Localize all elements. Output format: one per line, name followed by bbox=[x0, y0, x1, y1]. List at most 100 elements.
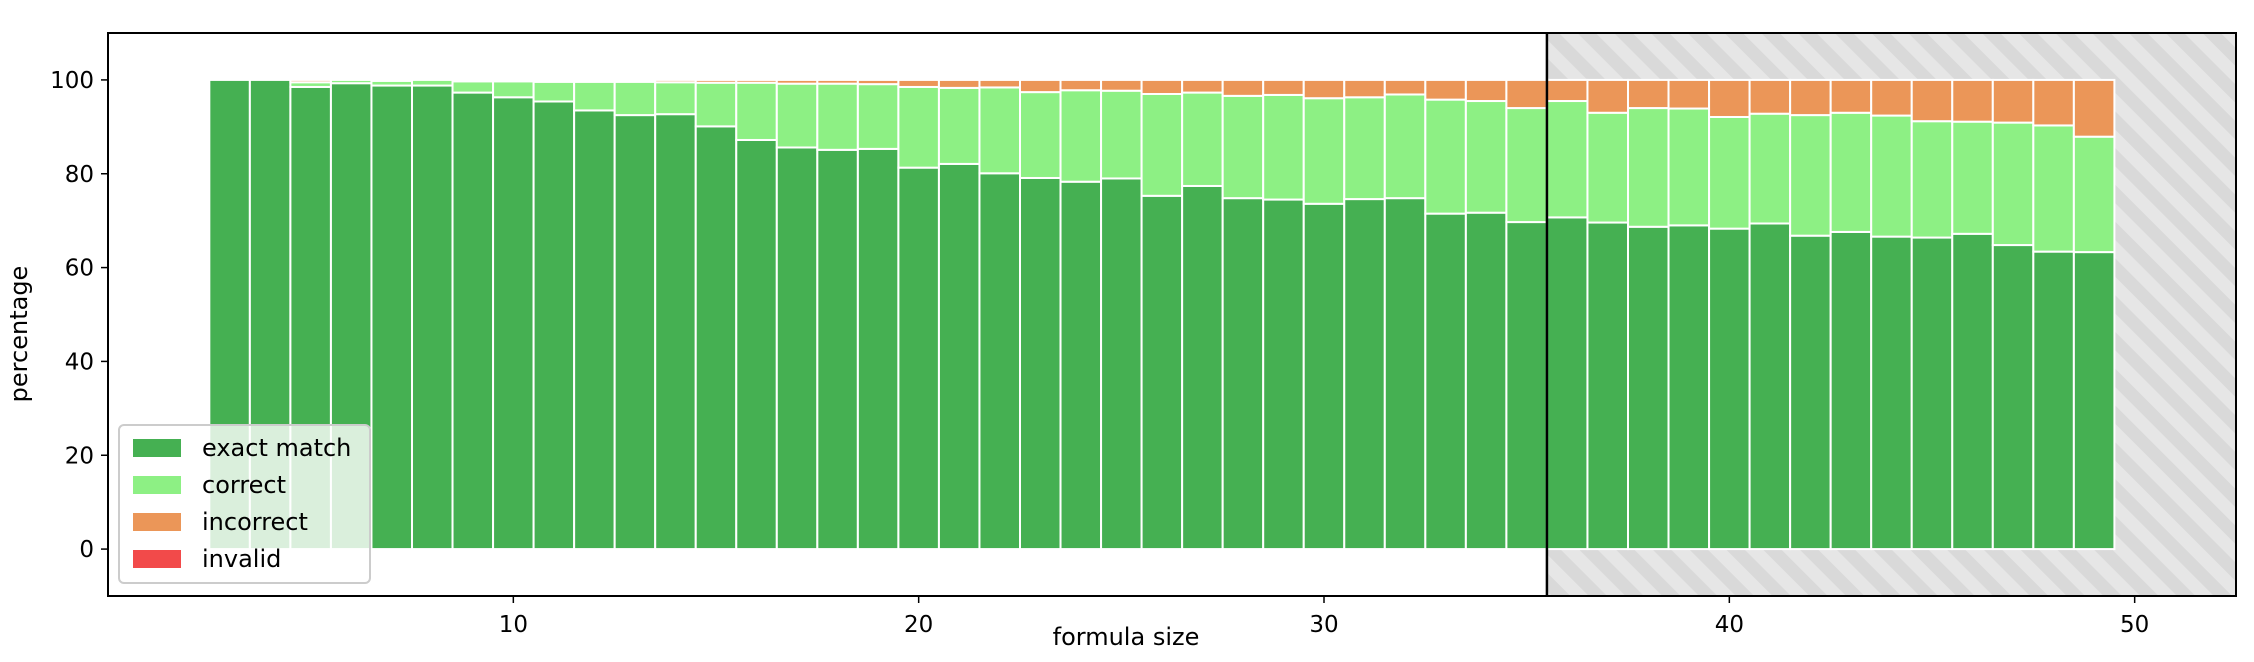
x-tick-label: 50 bbox=[2120, 612, 2149, 638]
bar-correct-40 bbox=[1708, 115, 1751, 230]
bar-incorrect-12 bbox=[573, 78, 616, 83]
bar-exact-match-42 bbox=[1789, 234, 1832, 551]
bar-incorrect-7 bbox=[370, 78, 414, 82]
bar-correct-27 bbox=[1181, 91, 1224, 187]
bar-correct-30 bbox=[1302, 97, 1346, 205]
y-tick-label: 80 bbox=[65, 162, 94, 188]
bar-correct-15 bbox=[694, 81, 738, 128]
legend-swatch-exact-match bbox=[133, 439, 181, 457]
bar-exact-match-22 bbox=[978, 172, 1022, 551]
bar-exact-match-15 bbox=[694, 125, 738, 551]
bar-incorrect-34 bbox=[1464, 78, 1508, 103]
bar-incorrect-43 bbox=[1829, 78, 1873, 114]
bar-incorrect-26 bbox=[1140, 78, 1184, 95]
bar-incorrect-39 bbox=[1667, 78, 1711, 110]
bar-correct-22 bbox=[978, 86, 1022, 175]
bar-exact-match-11 bbox=[532, 100, 576, 551]
bar-incorrect-23 bbox=[1019, 78, 1062, 94]
bar-incorrect-29 bbox=[1262, 78, 1305, 96]
bar-exact-match-10 bbox=[492, 96, 535, 551]
legend-swatch-incorrect bbox=[133, 513, 181, 531]
bar-correct-36 bbox=[1545, 100, 1589, 219]
bar-exact-match-17 bbox=[775, 146, 819, 551]
bar-correct-39 bbox=[1667, 107, 1711, 227]
bar-incorrect-17 bbox=[775, 78, 819, 85]
bar-correct-47 bbox=[1991, 121, 2035, 247]
bar-correct-18 bbox=[816, 82, 859, 151]
bar-incorrect-35 bbox=[1505, 78, 1548, 110]
bar-exact-match-18 bbox=[816, 148, 859, 551]
bar-exact-match-13 bbox=[613, 114, 657, 551]
bar-incorrect-47 bbox=[1991, 78, 2035, 124]
bar-incorrect-15 bbox=[694, 78, 738, 84]
bar-exact-match-20 bbox=[897, 166, 940, 551]
bar-correct-26 bbox=[1140, 92, 1184, 197]
y-tick-label: 60 bbox=[65, 256, 94, 282]
bar-incorrect-33 bbox=[1424, 78, 1467, 101]
bar-correct-21 bbox=[937, 86, 981, 165]
bar-exact-match-24 bbox=[1059, 180, 1103, 551]
x-axis: 10 20 30 40 50 bbox=[499, 596, 2149, 638]
bar-incorrect-28 bbox=[1221, 78, 1265, 97]
bar-correct-14 bbox=[654, 81, 697, 116]
bar-exact-match-16 bbox=[735, 138, 778, 551]
bar-incorrect-16 bbox=[735, 78, 778, 84]
bar-correct-9 bbox=[451, 80, 495, 94]
bar-correct-32 bbox=[1383, 93, 1427, 200]
bar-correct-42 bbox=[1789, 114, 1832, 237]
bar-incorrect-44 bbox=[1870, 78, 1913, 117]
x-tick-label: 30 bbox=[1309, 612, 1338, 638]
bar-correct-45 bbox=[1910, 120, 1954, 239]
bar-exact-match-30 bbox=[1302, 202, 1346, 551]
bar-incorrect-20 bbox=[897, 78, 940, 88]
bar-exact-match-46 bbox=[1951, 232, 1994, 551]
bar-exact-match-27 bbox=[1181, 184, 1224, 551]
bar-incorrect-9 bbox=[451, 78, 495, 83]
bar-incorrect-19 bbox=[856, 78, 900, 86]
bar-exact-match-29 bbox=[1262, 198, 1305, 551]
bar-exact-match-44 bbox=[1870, 235, 1913, 551]
bar-exact-match-48 bbox=[2032, 250, 2075, 551]
bar-incorrect-38 bbox=[1627, 78, 1670, 110]
bar-exact-match-28 bbox=[1221, 197, 1265, 551]
bar-correct-17 bbox=[775, 82, 819, 149]
plot-frame bbox=[107, 32, 2237, 597]
x-axis-label: formula size bbox=[1053, 623, 1200, 651]
legend: exact match correct incorrect invalid bbox=[118, 424, 371, 584]
bar-exact-match-34 bbox=[1464, 211, 1508, 551]
bar-exact-match-40 bbox=[1708, 227, 1751, 551]
bar-correct-10 bbox=[492, 80, 535, 99]
legend-label: correct bbox=[202, 471, 286, 499]
bar-correct-44 bbox=[1870, 114, 1913, 238]
bar-incorrect-24 bbox=[1059, 78, 1103, 92]
bar-incorrect-37 bbox=[1586, 78, 1630, 114]
bar-correct-11 bbox=[532, 80, 576, 103]
y-axis-label: percentage bbox=[5, 266, 33, 403]
bar-exact-match-35 bbox=[1505, 221, 1548, 551]
bar-incorrect-25 bbox=[1100, 78, 1143, 92]
bar-exact-match-33 bbox=[1424, 212, 1467, 551]
legend-label: incorrect bbox=[202, 508, 308, 536]
bar-correct-28 bbox=[1221, 94, 1265, 200]
x-tick-label: 20 bbox=[904, 612, 933, 638]
y-tick-label: 0 bbox=[79, 537, 94, 563]
bar-exact-match-19 bbox=[856, 147, 900, 551]
bar-incorrect-27 bbox=[1181, 78, 1224, 94]
bar-incorrect-10 bbox=[492, 78, 535, 83]
bar-correct-12 bbox=[573, 80, 616, 112]
bar-incorrect-11 bbox=[532, 78, 576, 83]
bar-correct-49 bbox=[2072, 135, 2116, 254]
bar-exact-match-45 bbox=[1910, 236, 1954, 551]
legend-label: invalid bbox=[202, 545, 281, 573]
bar-incorrect-18 bbox=[816, 78, 859, 85]
bar-incorrect-41 bbox=[1748, 78, 1792, 115]
bar-correct-24 bbox=[1059, 89, 1103, 183]
bar-incorrect-13 bbox=[613, 78, 657, 83]
y-axis: 0 20 40 60 80 100 bbox=[50, 68, 108, 563]
bar-correct-19 bbox=[856, 83, 900, 150]
bar-exact-match-47 bbox=[1991, 244, 2035, 551]
bar-exact-match-14 bbox=[654, 113, 697, 551]
bar-correct-38 bbox=[1627, 107, 1670, 228]
y-tick-label: 40 bbox=[65, 349, 94, 375]
bar-incorrect-30 bbox=[1302, 78, 1346, 100]
